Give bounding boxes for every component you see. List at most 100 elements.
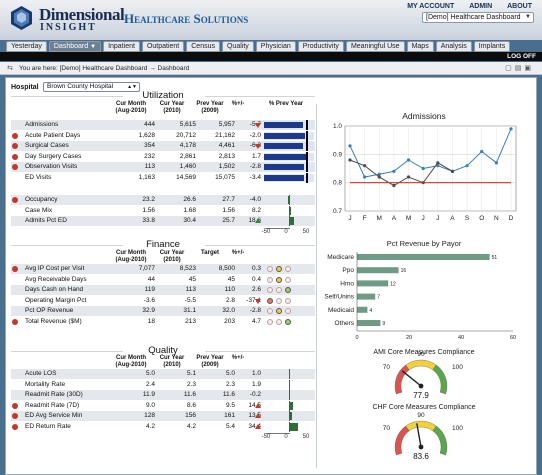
col-prev-year: Prev Year (2009) (196, 355, 224, 368)
cell-cy: 213 (185, 317, 196, 325)
cell-cy: 5,615 (179, 121, 196, 128)
table-row[interactable]: Pct OP Revenue 32.9 31.1 32.0 -2.8 (11, 306, 315, 316)
section-title: Quality (148, 345, 178, 356)
table-row[interactable]: Total Revenue ($M) 18 213 203 4.7 (11, 317, 315, 327)
alert-dot-icon (12, 197, 18, 203)
table-row[interactable]: Day Surgery Cases 232 2,861 2,813 1.7 (11, 151, 315, 162)
up-arrow-icon (255, 413, 261, 418)
col-pct-prev-year: % Prev Year (268, 101, 304, 107)
alert-dot-icon (12, 266, 18, 272)
cell-cy: 4,178 (179, 142, 196, 149)
target-marker (305, 162, 308, 172)
target-marker (305, 120, 308, 130)
tab-analysis[interactable]: Analysis (435, 41, 472, 52)
table-row[interactable]: ED Avg Service Min 128 156 161 13.5 (11, 411, 315, 421)
alert-dot-icon (12, 164, 18, 170)
product-title: Healthcare Solutions (124, 11, 249, 26)
table-row[interactable]: Surgical Cases 354 4,178 4,461 -6.3 (11, 141, 315, 151)
cell-cm: -3.6 (143, 296, 155, 304)
toolbar-icons[interactable]: ▢▤▣ (505, 65, 534, 72)
tab-dashboard[interactable]: Dashboard ▼ (48, 41, 102, 52)
table-row[interactable]: Operating Margin Pct -3.6 -5.5 2.8 -37.1 (11, 296, 315, 306)
table-row[interactable]: Avg IP Cost per Visit 7,077 8,523 8,500 0.3 (11, 264, 315, 274)
green-light-icon (285, 318, 291, 325)
brand-subname: INSIGHT (40, 22, 97, 33)
tab-maps[interactable]: Maps (406, 41, 434, 52)
section-rule (205, 351, 315, 352)
tab-outpatient[interactable]: Outpatient (141, 41, 185, 52)
hospital-select[interactable]: Brown County Hospital ▲▼ (43, 82, 140, 92)
table-row[interactable]: ED Return Rate 4.2 4.2 5.4 34.4 (11, 421, 315, 432)
deviation-bar (289, 401, 293, 410)
tab-quality[interactable]: Quality (221, 41, 254, 52)
cell-pct: 1.9 (251, 380, 261, 388)
row-label: Observation Visits (25, 163, 78, 170)
row-label: Acute LOS (25, 370, 57, 377)
up-arrow-icon (255, 423, 261, 429)
zero-line (289, 400, 290, 411)
about-link[interactable]: ABOUT (507, 3, 532, 10)
cell-cy: 8,523 (179, 265, 196, 272)
zero-line (289, 205, 290, 216)
tab-label: Quality (226, 43, 249, 50)
target-marker (305, 141, 308, 151)
top-links: MY ACCOUNT ADMIN ABOUT (394, 3, 532, 10)
row-label: Readmit Rate (30D) (25, 391, 83, 398)
row-label: Readmit Rate (7D) (25, 401, 80, 409)
axis-tick-label: -50 (261, 434, 271, 440)
tab-implants[interactable]: Implants (473, 41, 511, 52)
tab-physician[interactable]: Physician (255, 41, 296, 52)
tab-inpatient[interactable]: Inpatient (103, 41, 140, 52)
cell-pct: -2.0 (249, 131, 261, 139)
cell-cm: 4.2 (145, 422, 155, 430)
back-arrow-icon[interactable]: ⇆ (7, 65, 13, 72)
chevron-down-icon: ▼ (90, 44, 97, 50)
column-divider (316, 104, 317, 468)
table-row[interactable]: Avg Receivable Days 44 45 45 0.4 (11, 275, 315, 285)
green-light-icon (285, 266, 291, 272)
cell-py: 2,813 (218, 152, 235, 160)
cell-cy: -5.5 (184, 296, 196, 304)
table-row[interactable]: Readmit Rate (30D) 11.9 11.6 11.6 -0.2 (11, 390, 315, 400)
row-label: Admits Pct ED (25, 217, 67, 224)
alert-dot-icon (12, 423, 18, 430)
table-row[interactable]: Case Mix 1.56 1.68 1.56 8.2 (11, 205, 315, 216)
yellow-light-icon (276, 287, 282, 293)
alert-dot-icon (12, 318, 18, 325)
cell-cm: 18 (147, 317, 155, 325)
table-row[interactable]: Observation Visits 113 1,460 1,502 -2.8 (11, 162, 315, 172)
pct-prev-year-bar (264, 143, 304, 149)
cell-cm: 232 (144, 152, 155, 160)
axis-line (266, 228, 290, 229)
tab-census[interactable]: Census (186, 41, 220, 52)
logoff-button[interactable]: LOG OFF (507, 53, 536, 60)
tab-yesterday[interactable]: Yesterday (6, 41, 47, 52)
tab-label: Yesterday (11, 43, 42, 50)
table-row[interactable]: ED Visits 1,163 14,569 15,075 -3.4 (11, 172, 315, 183)
cell-cy: 4.2 (186, 422, 196, 430)
table-row[interactable]: Occupancy 23.2 26.6 27.7 -4.0 (11, 195, 315, 205)
tab-productivity[interactable]: Productivity (297, 41, 344, 52)
red-light-icon (267, 308, 273, 314)
cell-cm: 7,077 (138, 265, 155, 272)
table-row[interactable]: Acute LOS 5.0 5.1 5.0 1.0 (11, 369, 315, 379)
table-row[interactable]: Days Cash on Hand 119 113 110 2.6 (11, 285, 315, 295)
tab-label: Physician (260, 43, 291, 50)
cell-py: 5,957 (218, 121, 235, 128)
table-row[interactable]: Mortality Rate 2.4 2.3 2.3 1.9 (11, 379, 315, 390)
zero-line (289, 411, 290, 421)
table-row[interactable]: Acute Patient Days 1,628 20,712 21,162 -2.0 (11, 130, 315, 141)
tab-meaningful-use[interactable]: Meaningful Use (345, 41, 405, 52)
dashboard-select[interactable]: [Demo] Healthcare Dashboard ▼ (422, 12, 534, 23)
hospital-select-value: Brown County Hospital (47, 83, 114, 90)
row-label: Pct OP Revenue (25, 307, 74, 314)
cell-pct: -4.0 (249, 196, 261, 203)
table-row[interactable]: Admits Pct ED 33.8 30.4 25.7 18.6 (11, 216, 315, 226)
table-row[interactable]: Admissions 444 5,615 5,957 -5.7 (11, 120, 315, 130)
row-label: Days Cash on Hand (25, 286, 84, 293)
my-account-link[interactable]: MY ACCOUNT (407, 3, 455, 10)
admin-link[interactable]: ADMIN (469, 3, 493, 10)
row-label: ED Return Rate (25, 422, 71, 430)
table-row[interactable]: Readmit Rate (7D) 9.0 8.6 9.5 14.5 (11, 400, 315, 411)
